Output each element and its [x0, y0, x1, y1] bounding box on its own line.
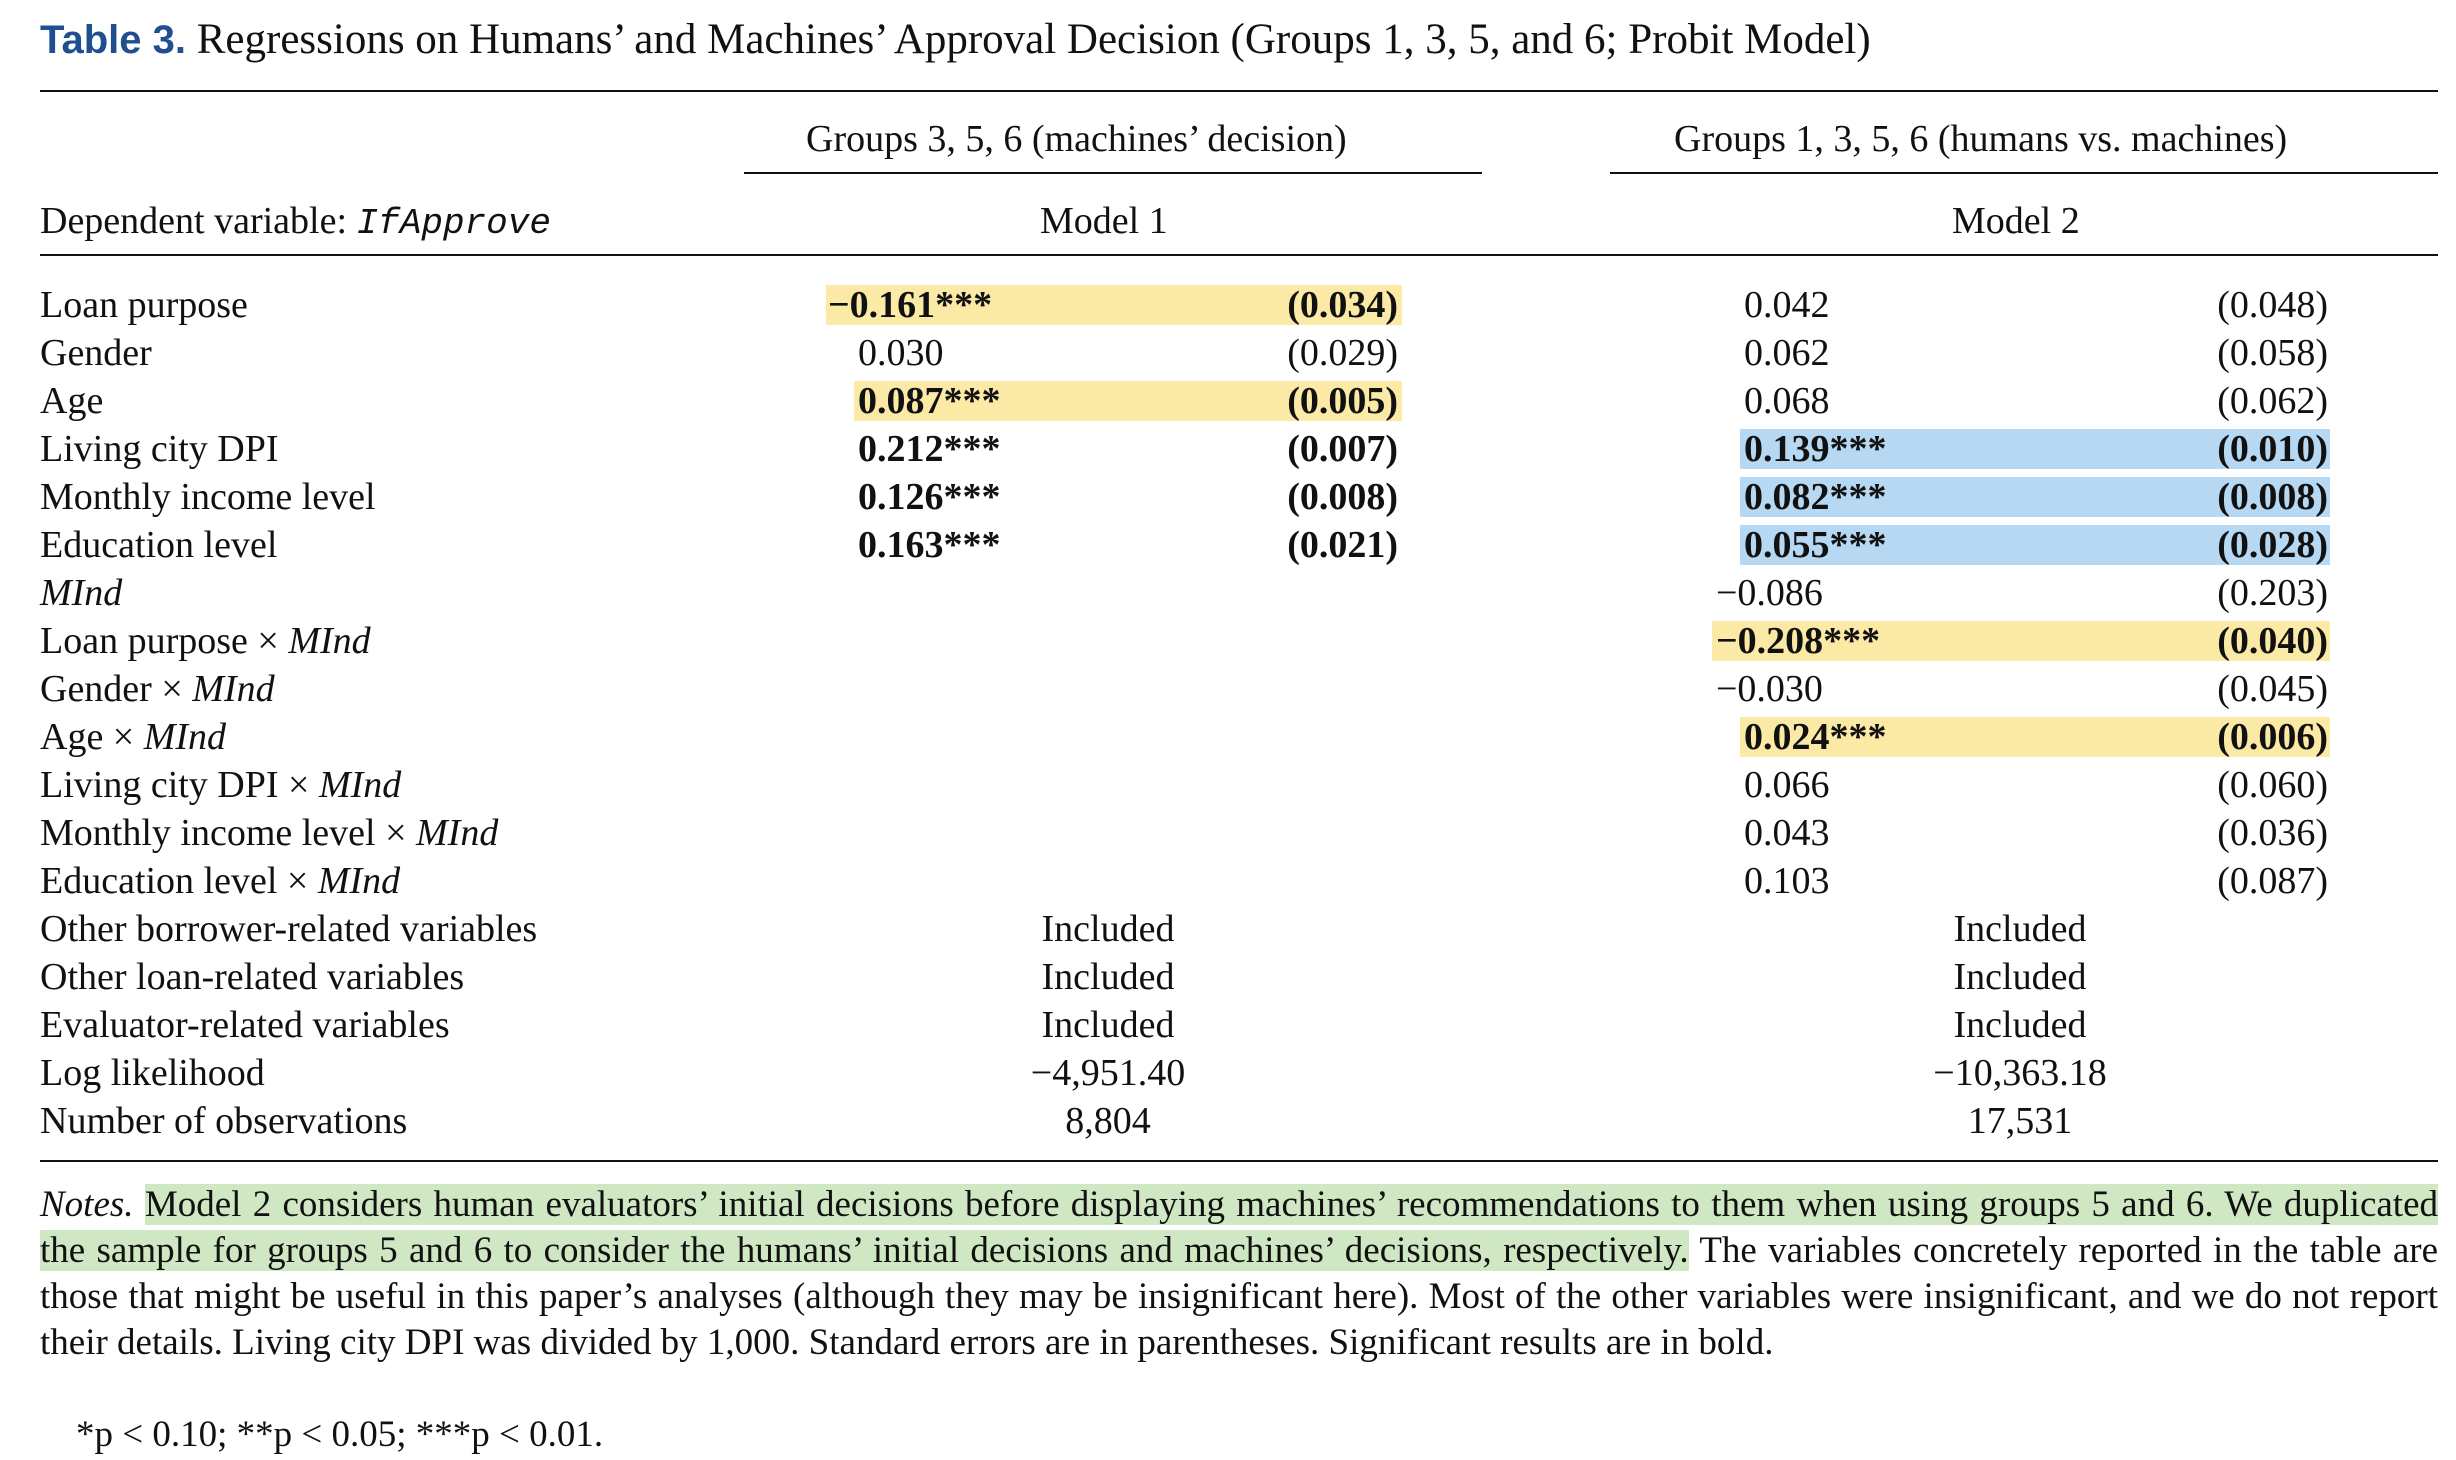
model2-coef: 0.066	[1744, 764, 1830, 806]
model2-coef: −0.086	[1716, 572, 1823, 614]
variable-name: Education level	[40, 524, 278, 566]
table-row: Gender × MInd −0.030 (0.045)	[0, 666, 2456, 714]
model2-se: (0.060)	[2217, 764, 2328, 806]
group2-header: Groups 1, 3, 5, 6 (humans vs. machines)	[1674, 118, 2288, 160]
model2-se: (0.008)	[2217, 476, 2328, 518]
table-title-text: Regressions on Humans’ and Machines’ App…	[196, 16, 1871, 63]
table-row: MInd −0.086 (0.203)	[0, 570, 2456, 618]
notes-text: The variables concretely reported in the…	[40, 1230, 2438, 1363]
model2-coef: 0.082***	[1744, 476, 1887, 518]
variable-name: Loan purpose	[40, 284, 248, 326]
model2-coef: 0.055***	[1744, 524, 1887, 566]
top-rule	[40, 90, 2438, 92]
variable-name: Monthly income level × MInd	[40, 812, 499, 854]
table-row: Monthly income level × MInd 0.043 (0.036…	[0, 810, 2456, 858]
table-row: Loan purpose × MInd −0.208*** (0.040)	[0, 618, 2456, 666]
table-label: Table 3.	[40, 18, 186, 62]
highlight-model2	[1740, 717, 2330, 757]
model2-coef: 0.139***	[1744, 428, 1887, 470]
model2-se: (0.045)	[2217, 668, 2328, 710]
highlight-model2	[1740, 477, 2330, 517]
variable-name: Living city DPI × MInd	[40, 764, 402, 806]
group1-header: Groups 3, 5, 6 (machines’ decision)	[806, 118, 1347, 160]
variable-name: Age	[40, 380, 104, 422]
table-row: Age × MInd 0.024*** (0.006)	[0, 714, 2456, 762]
table-row: Loan purpose −0.161*** (0.034) 0.042 (0.…	[0, 282, 2456, 330]
model2-se: (0.028)	[2217, 524, 2328, 566]
model1-se: (0.005)	[1287, 380, 1398, 422]
model2-coef: −0.030	[1716, 668, 1823, 710]
variable-name: Monthly income level	[40, 476, 376, 518]
model1-se: (0.029)	[1287, 332, 1398, 374]
variable-name: Gender	[40, 332, 152, 374]
model1-coef: 0.126***	[858, 476, 1001, 518]
summary-label: Other loan-related variables	[40, 956, 465, 998]
model2-coef: 0.042	[1744, 284, 1830, 326]
summary-row: Log likelihood −4,951.40 −10,363.18	[40, 1052, 2107, 1094]
variable-name: Age × MInd	[40, 716, 227, 758]
dependent-variable-name: IfApprove	[356, 203, 551, 244]
bottom-rule	[40, 1160, 2438, 1162]
header-rule	[40, 254, 2438, 256]
model1-se: (0.034)	[1287, 284, 1398, 326]
model2-coef: 0.024***	[1744, 716, 1887, 758]
summary-label: Log likelihood	[40, 1052, 265, 1094]
summary-label: Evaluator-related variables	[40, 1004, 450, 1046]
table-row: Age 0.087*** (0.005) 0.068 (0.062)	[0, 378, 2456, 426]
model1-coef: 0.163***	[858, 524, 1001, 566]
model2-se: (0.087)	[2217, 860, 2328, 902]
model2-coef: 0.062	[1744, 332, 1830, 374]
model2-coef: 0.103	[1744, 860, 1830, 902]
model1-header: Model 1	[1040, 200, 1168, 242]
highlight-model2	[1712, 621, 2330, 661]
highlight-model2	[1740, 429, 2330, 469]
variable-name: Living city DPI	[40, 428, 279, 470]
model2-se: (0.040)	[2217, 620, 2328, 662]
model2-se: (0.203)	[2217, 572, 2328, 614]
highlight-model1	[854, 381, 1402, 421]
table-row: Education level 0.163*** (0.021) 0.055**…	[0, 522, 2456, 570]
model2-se: (0.048)	[2217, 284, 2328, 326]
variable-name: MInd	[40, 572, 123, 614]
group1-underline	[744, 172, 1482, 174]
model2-se: (0.006)	[2217, 716, 2328, 758]
model2-header: Model 2	[1952, 200, 2080, 242]
summary-row: Evaluator-related variables Included Inc…	[40, 1004, 2087, 1046]
summary-row: Other loan-related variables Included In…	[40, 956, 2087, 998]
model2-se: (0.062)	[2217, 380, 2328, 422]
group2-underline	[1610, 172, 2438, 174]
model2-se: (0.010)	[2217, 428, 2328, 470]
table-row: Education level × MInd 0.103 (0.087)	[0, 858, 2456, 906]
summary-row: Number of observations 8,804 17,531	[40, 1100, 2073, 1142]
model1-coef: 0.212***	[858, 428, 1001, 470]
notes-label: Notes.	[40, 1184, 134, 1225]
summary-label: Other borrower-related variables	[40, 908, 538, 950]
model2-coef: 0.068	[1744, 380, 1830, 422]
model1-se: (0.008)	[1287, 476, 1398, 518]
variable-name: Gender × MInd	[40, 668, 275, 710]
model1-coef: −0.161***	[828, 284, 993, 326]
table-notes: Notes. Model 2 considers human evaluator…	[40, 1182, 2439, 1366]
model1-coef: 0.030	[858, 332, 944, 374]
variable-name: Loan purpose × MInd	[40, 620, 371, 662]
table-row: Living city DPI × MInd 0.066 (0.060)	[0, 762, 2456, 810]
summary-row: Other borrower-related variables Include…	[40, 908, 2087, 950]
model1-coef: 0.087***	[858, 380, 1001, 422]
model1-se: (0.007)	[1287, 428, 1398, 470]
table-row: Monthly income level 0.126*** (0.008) 0.…	[0, 474, 2456, 522]
table-row: Gender 0.030 (0.029) 0.062 (0.058)	[0, 330, 2456, 378]
table-row: Living city DPI 0.212*** (0.007) 0.139**…	[0, 426, 2456, 474]
highlight-model2	[1740, 525, 2330, 565]
model2-coef: −0.208***	[1716, 620, 1881, 662]
variable-name: Education level × MInd	[40, 860, 401, 902]
model2-se: (0.058)	[2217, 332, 2328, 374]
model2-coef: 0.043	[1744, 812, 1830, 854]
model2-se: (0.036)	[2217, 812, 2328, 854]
model1-se: (0.021)	[1287, 524, 1398, 566]
table-title: Table 3. Regressions on Humans’ and Mach…	[40, 14, 2440, 66]
summary-label: Number of observations	[40, 1100, 408, 1142]
highlight-model1	[826, 285, 1402, 325]
dependent-variable-label: Dependent variable: IfApprove	[40, 200, 551, 244]
significance-legend: *p < 0.10; **p < 0.05; ***p < 0.01.	[76, 1414, 604, 1455]
